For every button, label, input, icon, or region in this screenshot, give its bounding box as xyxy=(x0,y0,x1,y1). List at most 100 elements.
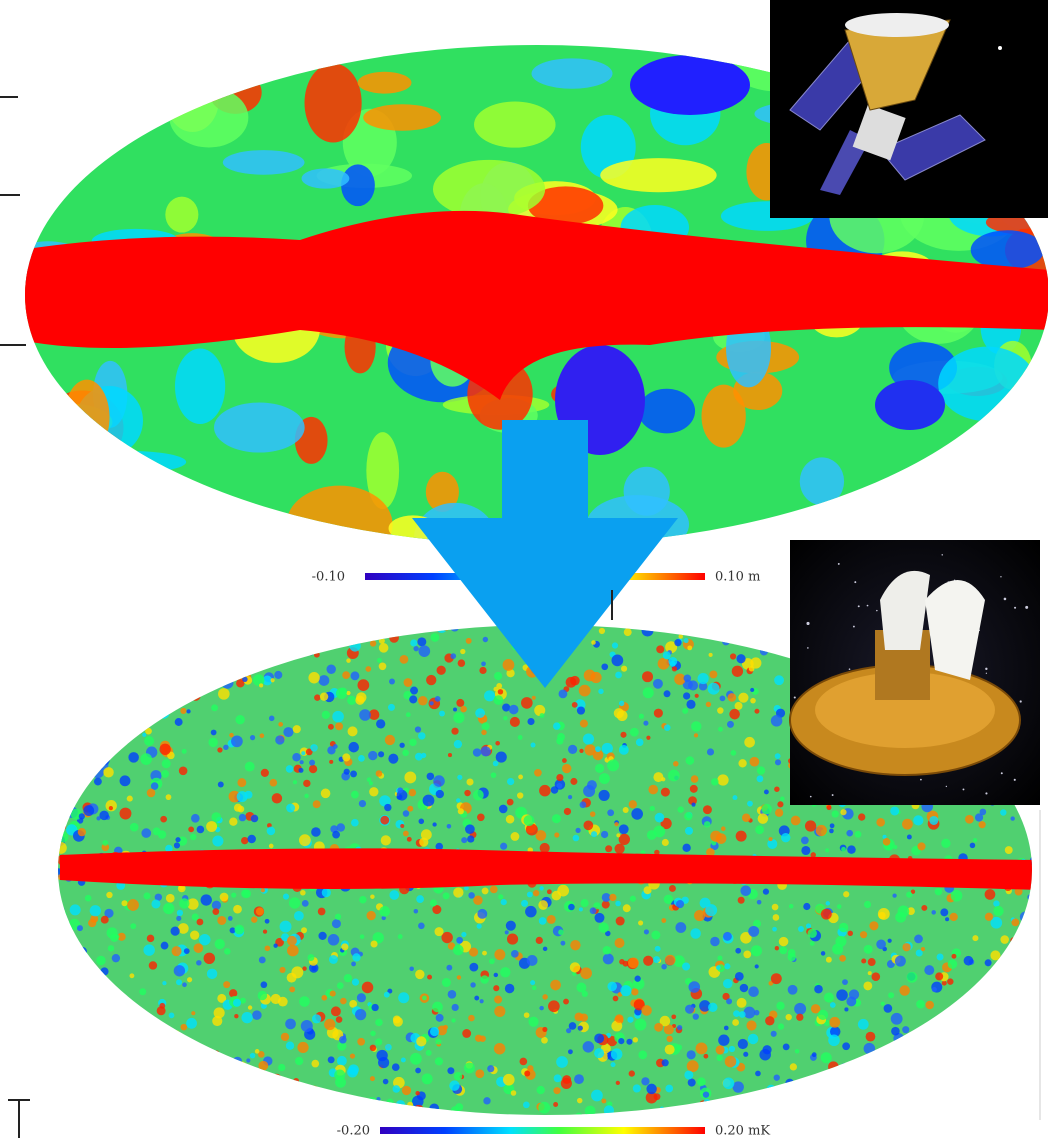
speckle xyxy=(674,639,682,647)
speckle xyxy=(130,923,137,930)
blob xyxy=(169,87,249,148)
speckle xyxy=(750,657,762,669)
speckle xyxy=(269,778,278,787)
speckle xyxy=(285,765,294,773)
speckle xyxy=(370,894,375,899)
blob xyxy=(701,384,746,448)
speckle xyxy=(568,903,575,911)
speckle xyxy=(490,772,497,778)
speckle xyxy=(392,1085,401,1093)
speckle xyxy=(456,936,464,944)
speckle xyxy=(705,904,718,917)
speckle xyxy=(815,824,827,837)
speckle xyxy=(331,919,341,929)
speckle xyxy=(695,1110,706,1115)
speckle xyxy=(305,748,313,756)
speckle xyxy=(750,687,755,693)
speckle xyxy=(72,1050,81,1059)
speckle xyxy=(268,715,275,722)
speckle xyxy=(311,827,321,837)
speckle xyxy=(823,992,834,1003)
speckle xyxy=(660,787,670,797)
speckle xyxy=(200,894,212,906)
speckle xyxy=(542,994,548,1000)
speckle xyxy=(136,1109,148,1115)
speckle xyxy=(131,1040,138,1048)
speckle xyxy=(155,641,165,651)
speckle xyxy=(682,707,689,714)
speckle xyxy=(161,769,170,778)
speckle xyxy=(842,1042,851,1051)
speckle xyxy=(128,752,139,763)
speckle xyxy=(297,1041,309,1054)
speckle xyxy=(326,664,336,674)
speckle xyxy=(223,744,229,751)
speckle xyxy=(58,962,61,968)
speckle xyxy=(172,1095,179,1102)
speckle xyxy=(308,1085,320,1098)
speckle xyxy=(638,713,645,719)
speckle xyxy=(803,902,811,911)
speckle xyxy=(101,678,107,685)
speckle xyxy=(847,845,856,854)
speckle xyxy=(205,1057,213,1064)
speckle xyxy=(582,1041,595,1053)
speckle xyxy=(82,736,90,744)
speckle xyxy=(447,1067,455,1075)
speckle xyxy=(229,817,238,826)
speckle xyxy=(536,1085,545,1095)
speckle xyxy=(282,893,290,900)
speckle xyxy=(571,701,578,708)
speckle xyxy=(614,822,619,827)
speckle xyxy=(516,792,524,799)
speckle xyxy=(247,834,256,844)
speckle xyxy=(476,923,482,929)
speckle xyxy=(369,1076,375,1082)
speckle xyxy=(954,1068,965,1079)
speckle xyxy=(472,789,484,801)
speckle xyxy=(58,792,66,802)
speckle xyxy=(75,949,84,959)
speckle xyxy=(162,1046,171,1056)
speckle xyxy=(294,910,304,921)
speckle xyxy=(614,938,625,948)
speckle xyxy=(683,674,692,683)
speckle xyxy=(289,986,296,993)
speckle xyxy=(176,909,184,917)
speckle xyxy=(321,632,328,639)
speckle xyxy=(468,947,479,957)
speckle xyxy=(105,800,117,812)
speckle xyxy=(699,1000,711,1012)
speckle xyxy=(921,904,928,911)
speckle xyxy=(426,625,434,629)
speckle xyxy=(339,687,348,696)
speckle xyxy=(237,778,247,788)
speckle xyxy=(479,999,484,1004)
speckle xyxy=(58,975,64,988)
speckle xyxy=(493,686,498,692)
speckle xyxy=(196,918,204,926)
speckle xyxy=(80,1038,90,1047)
speckle xyxy=(382,1078,389,1085)
speckle xyxy=(677,806,684,813)
speckle xyxy=(629,727,639,737)
speckle xyxy=(562,763,572,774)
speckle xyxy=(623,628,632,637)
speckle xyxy=(946,1055,955,1065)
speckle xyxy=(505,920,516,931)
speckle xyxy=(993,905,1004,917)
speckle xyxy=(92,766,104,779)
speckle xyxy=(755,1070,761,1077)
speckle xyxy=(347,726,358,737)
blob xyxy=(174,348,226,425)
speckle xyxy=(591,640,596,645)
speckle xyxy=(835,935,847,947)
speckle xyxy=(651,930,661,940)
speckle xyxy=(805,1105,816,1115)
speckle xyxy=(1023,941,1032,951)
speckle xyxy=(475,1069,485,1079)
blob xyxy=(366,432,400,510)
speckle xyxy=(978,996,985,1004)
speckle xyxy=(785,1078,795,1088)
star xyxy=(866,604,869,607)
